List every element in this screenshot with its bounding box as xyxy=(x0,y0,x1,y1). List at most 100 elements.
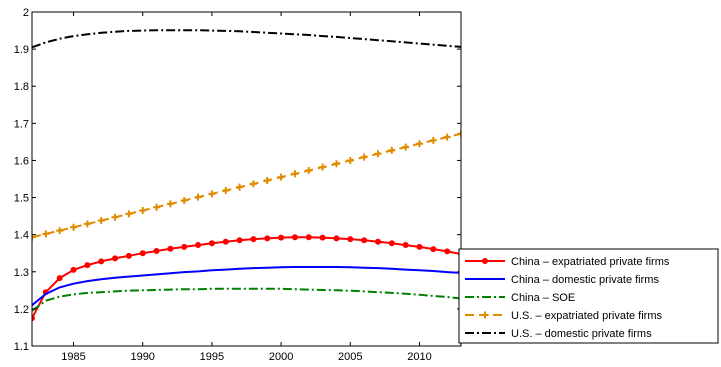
data-point xyxy=(56,275,63,282)
data-point xyxy=(180,197,188,205)
data-point xyxy=(195,242,202,249)
y-tick-label: 1.6 xyxy=(14,155,29,167)
data-point xyxy=(278,234,285,241)
legend-item-u-s-expatriated-private-firms: U.S. – expatriated private firms xyxy=(465,310,663,322)
data-point xyxy=(70,223,78,231)
legend-marker xyxy=(481,311,489,319)
data-point xyxy=(98,258,105,265)
x-tick-label: 2000 xyxy=(269,351,293,363)
data-point xyxy=(319,163,327,171)
series-line-u-s-domestic-private-firms xyxy=(32,29,461,49)
legend-marker xyxy=(482,258,488,264)
data-point xyxy=(264,235,271,242)
data-point xyxy=(222,187,230,195)
data-point xyxy=(430,246,437,253)
data-point xyxy=(194,193,202,201)
series-u-s-expatriated-private-firms xyxy=(32,130,461,241)
data-point xyxy=(402,143,410,151)
legend-label: China – SOE xyxy=(511,292,575,304)
plot-area-frame xyxy=(31,11,462,347)
series-u-s-domestic-private-firms xyxy=(32,29,461,49)
y-tick-label: 1.4 xyxy=(14,230,29,242)
data-point xyxy=(429,136,437,144)
legend-label: U.S. – domestic private firms xyxy=(511,328,652,340)
axis-ticks: 1985 1990 1995 2000 2005 2010 1.1 1.2 1.3 1.4 1.5 1… xyxy=(14,7,461,363)
series-china-expatriated-private-firms xyxy=(32,234,461,322)
data-point xyxy=(346,156,354,164)
data-point xyxy=(277,173,285,181)
data-point xyxy=(111,213,119,221)
legend-label: China – expatriated private firms xyxy=(511,256,670,268)
legend-item-u-s-domestic-private-firms: U.S. – domestic private firms xyxy=(465,328,652,340)
series-line-u-s-expatriated-private-firms xyxy=(32,132,461,239)
data-point xyxy=(70,266,77,273)
data-point xyxy=(347,236,354,243)
data-point xyxy=(222,238,229,245)
data-point xyxy=(83,220,91,228)
y-tick-label: 1.7 xyxy=(14,118,29,130)
data-point xyxy=(166,200,174,208)
data-point xyxy=(208,190,216,198)
plot-lines xyxy=(32,29,461,322)
data-point xyxy=(305,234,312,241)
data-point xyxy=(250,236,257,243)
data-point xyxy=(32,233,36,241)
data-point xyxy=(360,153,368,161)
data-point xyxy=(291,170,299,178)
data-point xyxy=(415,140,423,148)
series-line-china-expatriated-private-firms xyxy=(32,236,461,319)
data-point xyxy=(305,166,313,174)
data-point xyxy=(97,217,105,225)
y-tick-label: 1.9 xyxy=(14,44,29,56)
data-point xyxy=(236,237,243,244)
data-point xyxy=(84,262,91,269)
data-point xyxy=(32,315,35,322)
data-point xyxy=(42,230,50,238)
data-point xyxy=(139,207,147,215)
y-tick-label: 1.1 xyxy=(14,341,29,353)
data-point xyxy=(236,183,244,191)
data-point xyxy=(374,150,382,158)
x-tick-label: 2010 xyxy=(407,351,431,363)
x-tick-label: 2005 xyxy=(338,351,362,363)
data-point xyxy=(333,235,340,242)
y-tick-label: 1.2 xyxy=(14,304,29,316)
data-point xyxy=(153,247,160,254)
series-china-soe xyxy=(32,287,461,312)
series-china-domestic-private-firms xyxy=(32,266,461,306)
data-point xyxy=(291,234,298,241)
data-point xyxy=(208,240,215,247)
data-point xyxy=(443,133,451,141)
data-point xyxy=(332,160,340,168)
data-point xyxy=(457,130,461,138)
data-point xyxy=(263,176,271,184)
data-point xyxy=(388,240,395,247)
series-line-china-domestic-private-firms xyxy=(32,266,461,306)
legend-item-china-expatriated-private-firms: China – expatriated private firms xyxy=(465,256,670,268)
data-point xyxy=(402,242,409,249)
data-point xyxy=(139,250,146,257)
data-point xyxy=(125,252,132,259)
y-tick-label: 1.5 xyxy=(14,193,29,205)
data-point xyxy=(125,210,133,218)
legend-item-china-soe: China – SOE xyxy=(465,292,575,304)
legend-label: China – domestic private firms xyxy=(511,274,659,286)
legend-item-china-domestic-private-firms: China – domestic private firms xyxy=(465,274,659,286)
series-line-china-soe xyxy=(32,287,461,312)
legend: China – expatriated private firms China –… xyxy=(458,248,719,344)
data-point xyxy=(319,234,326,241)
data-point xyxy=(181,243,188,250)
y-tick-label: 1.3 xyxy=(14,267,29,279)
data-point xyxy=(416,243,423,250)
data-point xyxy=(388,146,396,154)
data-point xyxy=(167,245,174,252)
y-tick-label: 2 xyxy=(23,7,29,19)
data-point xyxy=(374,238,381,245)
x-tick-label: 1985 xyxy=(61,351,85,363)
legend-label: U.S. – expatriated private firms xyxy=(511,310,663,322)
x-tick-label: 1990 xyxy=(130,351,154,363)
data-point xyxy=(112,255,119,262)
y-tick-label: 1.8 xyxy=(14,81,29,93)
x-tick-label: 1995 xyxy=(200,351,224,363)
